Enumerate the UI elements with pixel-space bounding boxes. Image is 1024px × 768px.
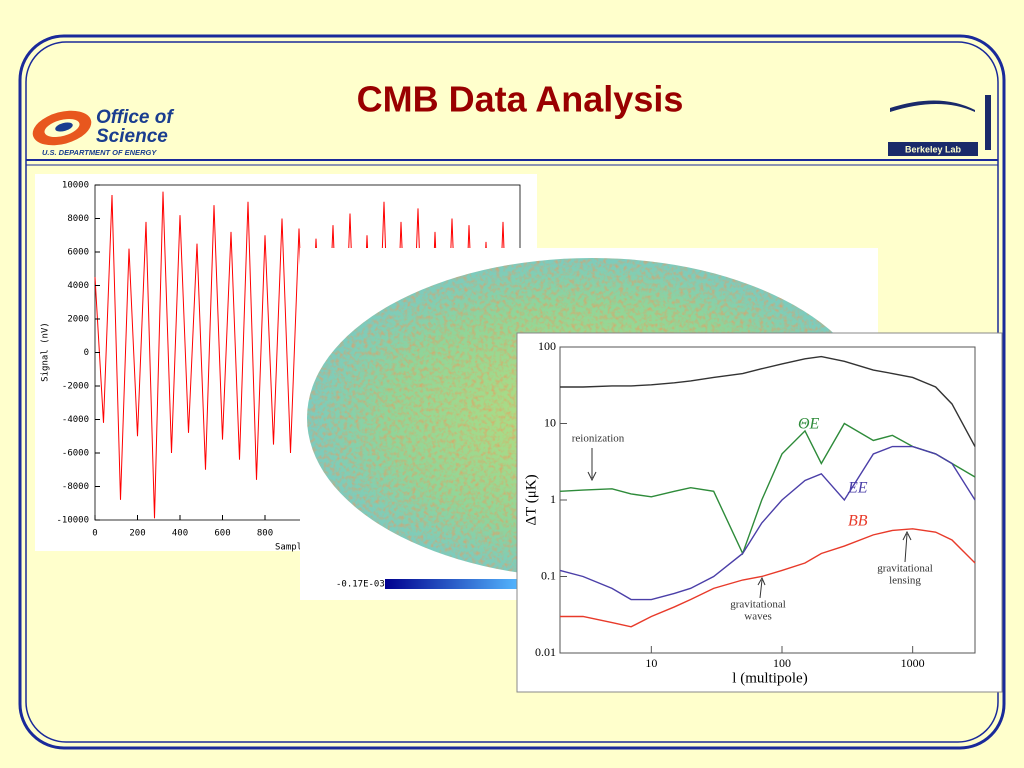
logo-text: U.S. DEPARTMENT OF ENERGY [42, 148, 157, 157]
y-tick-label: 1 [550, 492, 556, 506]
x-tick-label: 0 [92, 529, 97, 539]
spectrum-line [559, 422, 976, 556]
lbl-logo: Berkeley Lab [888, 95, 991, 156]
spectrum-line [560, 528, 976, 628]
x-axis-label: Sampl [275, 543, 302, 553]
y-tick-label: -4000 [62, 415, 89, 425]
y-tick-label: -2000 [62, 382, 89, 392]
y-tick-label: 8000 [67, 214, 89, 224]
x-tick-label: 400 [172, 529, 188, 539]
spectrum-line [560, 355, 976, 447]
arrow [902, 530, 912, 563]
arrow [587, 448, 597, 482]
x-tick-label: 1000 [901, 656, 925, 670]
spectrum-line [559, 445, 976, 601]
x-tick-label: 200 [129, 529, 145, 539]
logo-text: Berkeley Lab [905, 144, 962, 154]
y-axis-label: Signal (nV) [41, 322, 51, 382]
y-tick-label: 0 [84, 348, 89, 358]
x-tick-label: 10 [645, 656, 657, 670]
series-label: ΘE [798, 416, 820, 433]
colorbar-label: -0.17E-03 [336, 580, 385, 590]
logo-text: Office of [96, 107, 174, 128]
annotation: waves [744, 611, 772, 623]
panel [516, 332, 1003, 693]
y-tick-label: 6000 [67, 248, 89, 258]
arrow [757, 576, 766, 599]
series-label: BB [848, 513, 868, 530]
y-tick-label: 10 [544, 415, 556, 429]
y-axis-label: ΔT (μK) [523, 474, 539, 525]
x-axis-label: l (multipole) [732, 670, 807, 686]
x-tick-label: 600 [214, 529, 230, 539]
y-tick-label: 0.01 [535, 645, 556, 659]
series-label: EE [847, 480, 868, 497]
doe-logo: Office of Science U.S. DEPARTMENT OF ENE… [32, 107, 174, 157]
y-tick-label: 2000 [67, 315, 89, 325]
y-tick-label: -8000 [62, 482, 89, 492]
y-tick-label: -6000 [62, 449, 89, 459]
y-tick-label: -10000 [56, 516, 89, 526]
slide-title: CMB Data Analysis [357, 79, 684, 120]
annotation: gravitational [730, 599, 786, 611]
logo-text: Science [96, 126, 168, 147]
annotation: reionization [572, 433, 625, 445]
y-tick-label: 4000 [67, 281, 89, 291]
x-tick-label: 800 [257, 529, 273, 539]
power-spectrum-chart: 0.01 0.1 1 10 100 10 100 1000 ΘE EE BB reionization… [523, 339, 976, 686]
annotation: lensing [889, 575, 921, 587]
y-tick-label: 0.1 [541, 568, 556, 582]
annotation: gravitational [877, 563, 933, 575]
border-outer [18, 34, 1006, 750]
y-tick-label: 10000 [62, 181, 89, 191]
x-tick-label: 100 [773, 656, 791, 670]
y-tick-label: 100 [538, 339, 556, 353]
